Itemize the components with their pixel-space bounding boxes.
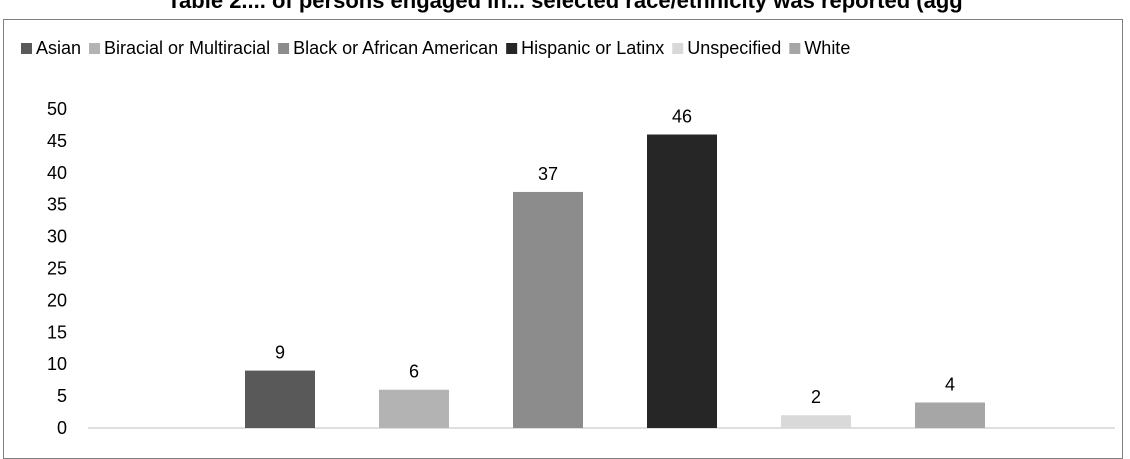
bar-chart: Asian Biracial or Multiracial Black or Afr…: [21, 38, 1115, 438]
legend-item: Black or African American: [293, 38, 498, 58]
y-tick-label: 5: [57, 386, 67, 406]
legend-swatch: [789, 43, 801, 54]
y-tick-label: 45: [47, 131, 67, 151]
y-tick-label: 40: [47, 163, 67, 183]
legend-swatch: [506, 43, 518, 54]
data-label: 2: [811, 387, 821, 407]
y-tick-label: 25: [47, 259, 67, 279]
data-label: 46: [672, 107, 692, 127]
bar-asian: [245, 370, 315, 428]
legend-item: Unspecified: [687, 38, 781, 58]
legend-item: White: [804, 38, 850, 58]
legend-item: Biracial or Multiracial: [104, 38, 270, 58]
legend-swatch: [672, 43, 684, 54]
legend-swatch: [89, 43, 101, 54]
y-axis: 0 5 10 15 20 25 30 35 40 45 50: [47, 99, 67, 438]
data-label: 37: [538, 164, 558, 184]
data-label: 4: [945, 374, 955, 394]
y-tick-label: 50: [47, 99, 67, 119]
chart-legend: Asian Biracial or Multiracial Black or Afr…: [21, 38, 850, 58]
bar-hispanic-or-latinx: [647, 134, 717, 428]
y-tick-label: 15: [47, 322, 67, 342]
y-tick-label: 35: [47, 195, 67, 215]
y-tick-label: 30: [47, 227, 67, 247]
data-label: 9: [275, 343, 285, 363]
legend-swatch: [278, 43, 290, 54]
plot-area: 9 6 37 46 2 4: [88, 107, 1115, 429]
legend-item: Asian: [36, 38, 81, 58]
bar-biracial-or-multiracial: [379, 389, 449, 428]
bar-white: [915, 402, 985, 428]
y-tick-label: 20: [47, 290, 67, 310]
data-label: 6: [409, 362, 419, 382]
bar-unspecified: [781, 415, 851, 428]
legend-swatch: [21, 43, 32, 54]
legend-item: Hispanic or Latinx: [521, 38, 664, 58]
y-tick-label: 0: [57, 418, 67, 438]
page-title: Table 2.... of persons engaged in... sel…: [167, 0, 963, 13]
y-tick-label: 10: [47, 354, 67, 374]
bar-black-or-african-american: [513, 191, 583, 428]
